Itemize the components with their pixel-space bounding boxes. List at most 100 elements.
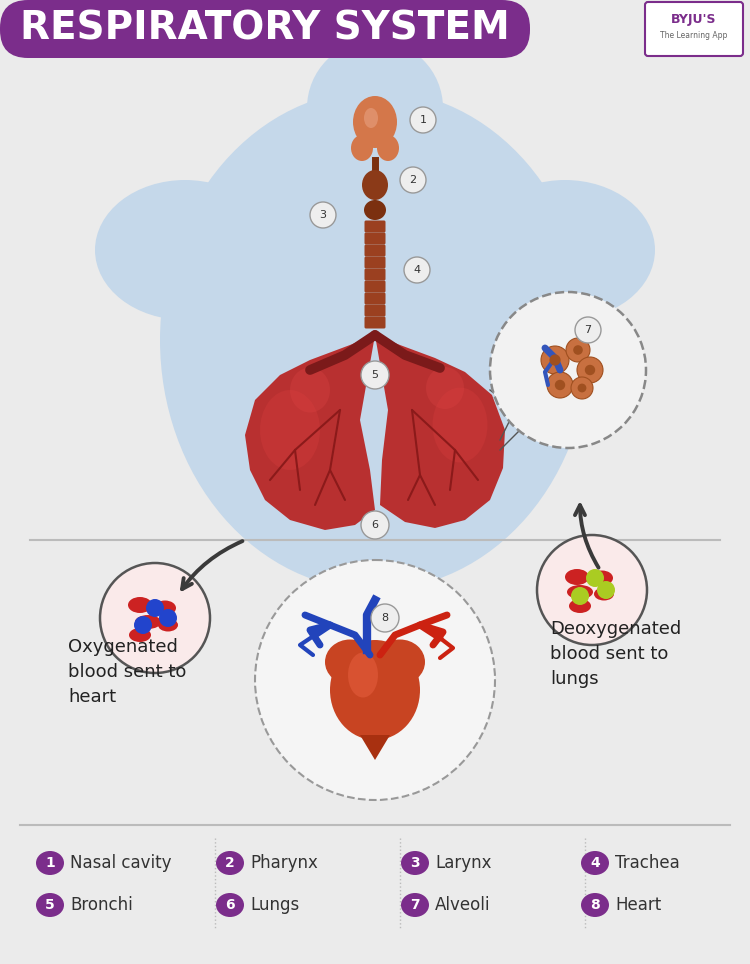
Ellipse shape: [364, 200, 386, 220]
Circle shape: [575, 317, 601, 343]
Text: Trachea: Trachea: [615, 854, 680, 872]
Text: 5: 5: [371, 370, 379, 380]
Ellipse shape: [591, 571, 613, 585]
Ellipse shape: [95, 180, 275, 320]
Text: Nasal cavity: Nasal cavity: [70, 854, 172, 872]
Text: BYJU'S: BYJU'S: [671, 13, 717, 26]
Circle shape: [361, 361, 389, 389]
Circle shape: [134, 616, 152, 634]
Ellipse shape: [325, 639, 375, 684]
FancyBboxPatch shape: [364, 221, 386, 232]
Text: 1: 1: [419, 115, 427, 125]
Ellipse shape: [565, 569, 589, 585]
Ellipse shape: [36, 851, 64, 875]
Text: 8: 8: [590, 898, 600, 912]
Ellipse shape: [401, 851, 429, 875]
Text: 2: 2: [225, 856, 235, 870]
Ellipse shape: [426, 367, 464, 409]
Circle shape: [566, 338, 590, 362]
Text: 3: 3: [320, 210, 326, 220]
Text: 1: 1: [45, 856, 55, 870]
Ellipse shape: [330, 640, 420, 740]
Text: 7: 7: [410, 898, 420, 912]
Ellipse shape: [216, 893, 244, 917]
Ellipse shape: [362, 170, 388, 200]
FancyBboxPatch shape: [364, 292, 386, 305]
Ellipse shape: [351, 135, 373, 161]
Ellipse shape: [260, 390, 320, 470]
Ellipse shape: [567, 585, 593, 599]
Ellipse shape: [581, 893, 609, 917]
Ellipse shape: [128, 597, 152, 613]
Circle shape: [555, 380, 566, 390]
Ellipse shape: [348, 653, 378, 698]
FancyBboxPatch shape: [0, 0, 530, 58]
Text: Deoxygenated
blood sent to
lungs: Deoxygenated blood sent to lungs: [550, 620, 681, 688]
Ellipse shape: [353, 96, 397, 148]
Circle shape: [571, 377, 593, 399]
FancyBboxPatch shape: [645, 2, 743, 56]
Text: 3: 3: [410, 856, 420, 870]
Circle shape: [100, 563, 210, 673]
Ellipse shape: [36, 893, 64, 917]
Circle shape: [577, 357, 603, 383]
Text: 5: 5: [45, 898, 55, 912]
Ellipse shape: [401, 893, 429, 917]
Ellipse shape: [290, 367, 330, 413]
Circle shape: [550, 355, 560, 365]
Circle shape: [586, 569, 604, 587]
FancyBboxPatch shape: [364, 316, 386, 329]
Circle shape: [490, 292, 646, 448]
Text: 8: 8: [382, 613, 388, 623]
Circle shape: [371, 604, 399, 632]
Circle shape: [541, 346, 569, 374]
Circle shape: [361, 511, 389, 539]
Circle shape: [400, 167, 426, 193]
FancyBboxPatch shape: [364, 269, 386, 281]
Circle shape: [146, 599, 164, 617]
Circle shape: [578, 384, 586, 392]
Text: Oxygenated
blood sent to
heart: Oxygenated blood sent to heart: [68, 638, 186, 706]
Circle shape: [410, 107, 436, 133]
Ellipse shape: [216, 851, 244, 875]
Polygon shape: [375, 335, 505, 528]
Text: 6: 6: [225, 898, 235, 912]
Circle shape: [585, 364, 596, 375]
Ellipse shape: [160, 90, 590, 590]
Ellipse shape: [594, 587, 614, 601]
Text: Alveoli: Alveoli: [435, 896, 490, 914]
Text: 7: 7: [584, 325, 592, 335]
Text: Bronchi: Bronchi: [70, 896, 133, 914]
Ellipse shape: [377, 135, 399, 161]
Ellipse shape: [135, 615, 161, 629]
Ellipse shape: [581, 851, 609, 875]
Circle shape: [159, 609, 177, 627]
FancyBboxPatch shape: [364, 256, 386, 269]
Circle shape: [404, 257, 430, 283]
Circle shape: [597, 581, 615, 599]
Ellipse shape: [475, 180, 655, 320]
Circle shape: [310, 202, 336, 228]
Ellipse shape: [154, 601, 176, 615]
FancyBboxPatch shape: [364, 305, 386, 316]
Polygon shape: [360, 735, 390, 760]
Text: 4: 4: [590, 856, 600, 870]
Ellipse shape: [375, 639, 425, 684]
Text: The Learning App: The Learning App: [660, 32, 728, 40]
Ellipse shape: [158, 619, 178, 631]
Circle shape: [573, 345, 583, 355]
FancyBboxPatch shape: [364, 281, 386, 292]
FancyBboxPatch shape: [364, 232, 386, 245]
FancyBboxPatch shape: [364, 245, 386, 256]
Circle shape: [307, 40, 443, 176]
Text: Heart: Heart: [615, 896, 662, 914]
Ellipse shape: [364, 108, 378, 128]
Text: Larynx: Larynx: [435, 854, 491, 872]
Polygon shape: [245, 335, 375, 530]
Ellipse shape: [433, 388, 488, 463]
FancyBboxPatch shape: [352, 155, 398, 250]
Ellipse shape: [129, 628, 151, 642]
Text: RESPIRATORY SYSTEM: RESPIRATORY SYSTEM: [20, 10, 510, 48]
Circle shape: [537, 535, 647, 645]
Ellipse shape: [569, 599, 591, 613]
